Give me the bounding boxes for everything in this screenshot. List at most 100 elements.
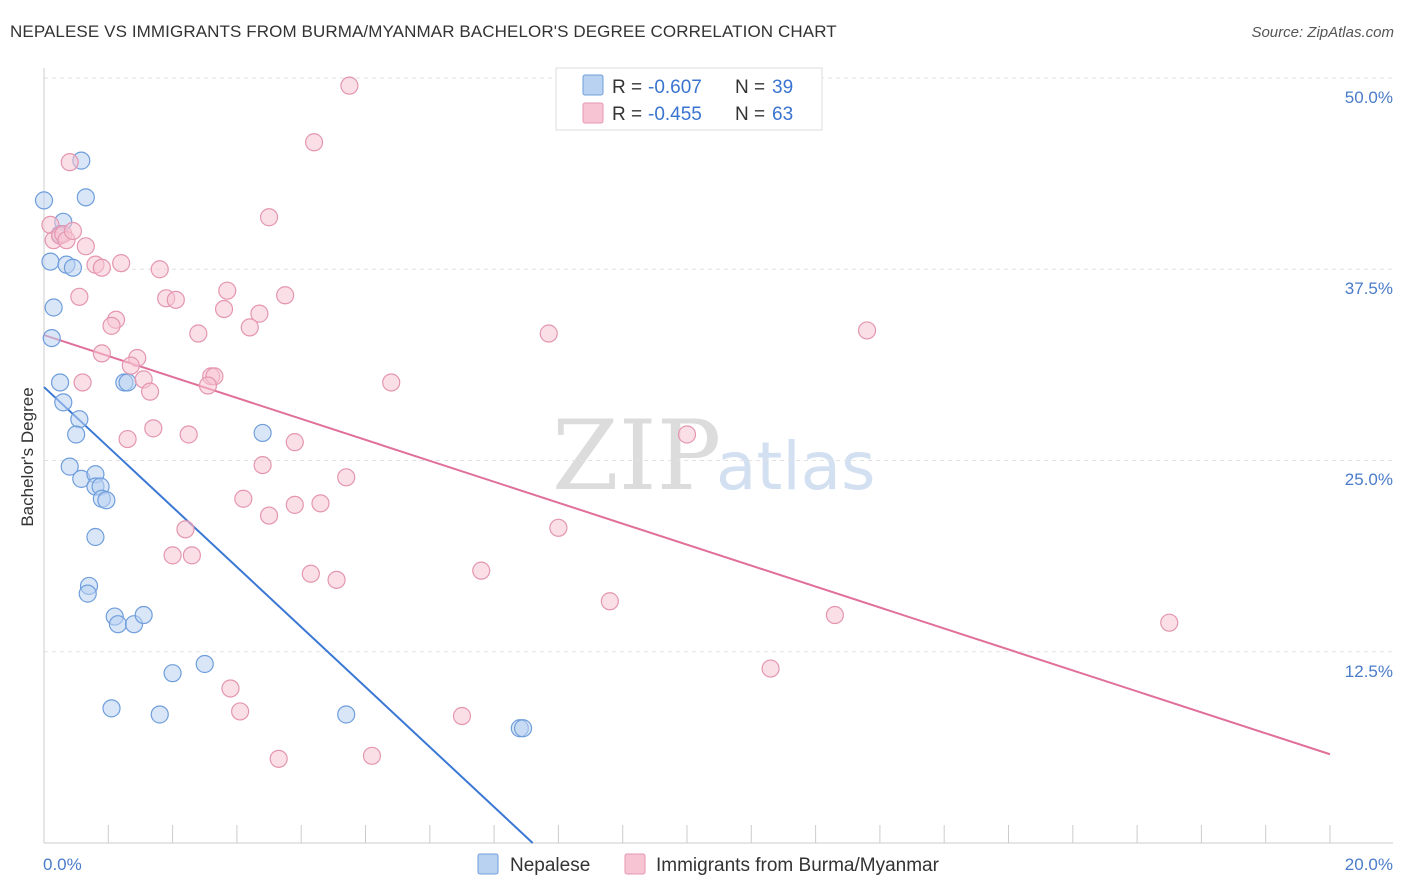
burma-point bbox=[452, 706, 472, 726]
burma-point bbox=[250, 304, 269, 323]
burma-point bbox=[60, 153, 79, 172]
burma-point bbox=[102, 316, 121, 335]
trend-lines bbox=[43, 334, 1331, 844]
nepalese-point bbox=[513, 719, 533, 738]
nepalese-point bbox=[54, 393, 73, 412]
burma-point bbox=[259, 506, 279, 525]
legend-r-label: R = bbox=[612, 104, 642, 125]
series-legend: Nepalese Immigrants from Burma/Myanmar bbox=[477, 853, 940, 876]
burma-point bbox=[761, 659, 780, 678]
burma-point bbox=[140, 382, 160, 401]
legend-r-label: R = bbox=[612, 77, 642, 98]
burma-point bbox=[231, 702, 250, 721]
burma-point bbox=[337, 468, 356, 487]
burma-point bbox=[340, 76, 359, 95]
legend-n-label: N = bbox=[735, 104, 765, 125]
nepalese-point bbox=[70, 410, 89, 429]
y-axis-label: Bachelor's Degree bbox=[18, 387, 37, 526]
burma-point bbox=[301, 564, 320, 583]
series-legend-nepalese: Nepalese bbox=[510, 855, 590, 876]
watermark-zip: ZIP bbox=[552, 400, 721, 512]
burma-point bbox=[176, 520, 195, 539]
legend-r-value: -0.455 bbox=[648, 104, 702, 125]
burma-point bbox=[304, 133, 324, 152]
burma-point bbox=[539, 324, 558, 343]
nepalese-point bbox=[41, 252, 60, 271]
y-tick-label: 12.5% bbox=[1345, 662, 1393, 681]
legend-r-value: -0.607 bbox=[648, 77, 702, 98]
burma-point bbox=[1160, 613, 1179, 632]
burma-point bbox=[63, 221, 83, 241]
burma-point bbox=[112, 254, 131, 273]
nepalese-point bbox=[102, 699, 121, 718]
burma-point bbox=[73, 373, 92, 392]
nepalese-point bbox=[134, 605, 153, 625]
nepalese-point bbox=[253, 423, 272, 443]
burma-point bbox=[825, 605, 844, 625]
legend-swatch-pink bbox=[582, 102, 604, 124]
nepalese-point bbox=[150, 705, 169, 724]
burma-point bbox=[285, 495, 304, 514]
nepalese-point bbox=[78, 584, 97, 603]
burma-point bbox=[382, 373, 401, 392]
series-legend-swatch-burma bbox=[624, 853, 646, 875]
burma-point bbox=[472, 561, 491, 580]
burma-point bbox=[166, 290, 185, 309]
legend-swatch-blue bbox=[582, 74, 604, 96]
burma-point bbox=[70, 287, 89, 306]
nepalese-point bbox=[86, 527, 105, 547]
nepalese-point bbox=[195, 654, 214, 674]
burma-point bbox=[182, 546, 201, 565]
chart-title: NEPALESE VS IMMIGRANTS FROM BURMA/MYANMA… bbox=[10, 22, 837, 41]
x-tick-label-min: 0.0% bbox=[43, 855, 82, 874]
burma-point bbox=[198, 376, 218, 395]
watermark-atlas: atlas bbox=[716, 428, 876, 505]
burma-point bbox=[121, 356, 140, 375]
series-legend-burma: Immigrants from Burma/Myanmar bbox=[656, 855, 940, 876]
burma-point bbox=[327, 570, 346, 589]
data-points bbox=[34, 76, 1179, 768]
burma-point bbox=[857, 321, 877, 340]
burma-point bbox=[179, 425, 198, 444]
burma-point bbox=[362, 746, 382, 765]
nepalese-trend-line bbox=[43, 386, 534, 844]
nepalese-point bbox=[67, 425, 86, 444]
nepalese-point bbox=[337, 705, 356, 724]
x-tick-label-max: 20.0% bbox=[1345, 855, 1393, 874]
burma-point bbox=[269, 749, 288, 768]
burma-point bbox=[549, 518, 568, 537]
nepalese-point bbox=[108, 615, 128, 634]
burma-point bbox=[214, 299, 234, 319]
burma-point bbox=[240, 318, 259, 337]
burma-point bbox=[218, 281, 237, 300]
nepalese-point bbox=[42, 329, 61, 348]
nepalese-point bbox=[44, 298, 63, 317]
legend-n-value: 39 bbox=[772, 77, 793, 98]
burma-point bbox=[276, 286, 295, 305]
nepalese-point bbox=[63, 258, 83, 277]
nepalese-point bbox=[163, 664, 182, 683]
burma-point bbox=[221, 679, 240, 698]
burma-point bbox=[118, 429, 137, 449]
burma-point bbox=[92, 258, 111, 277]
burma-point bbox=[311, 494, 330, 513]
y-tick-label: 50.0% bbox=[1345, 88, 1393, 107]
series-legend-swatch-nepalese bbox=[477, 853, 499, 875]
burma-point bbox=[76, 237, 95, 256]
burma-point bbox=[677, 425, 697, 444]
nepalese-point bbox=[34, 191, 54, 210]
burma-point bbox=[600, 592, 619, 611]
burma-point bbox=[253, 455, 272, 475]
burma-trend-line bbox=[43, 334, 1331, 756]
grid-lines bbox=[44, 77, 1393, 653]
burma-point bbox=[234, 489, 253, 508]
source-label: Source: ZipAtlas.com bbox=[1251, 24, 1394, 41]
nepalese-point bbox=[50, 373, 70, 392]
y-tick-label: 37.5% bbox=[1345, 279, 1393, 298]
burma-point bbox=[92, 344, 111, 363]
burma-point bbox=[150, 260, 169, 279]
watermark: ZIP atlas bbox=[552, 400, 876, 512]
nepalese-point bbox=[60, 457, 79, 476]
burma-point bbox=[285, 433, 304, 452]
